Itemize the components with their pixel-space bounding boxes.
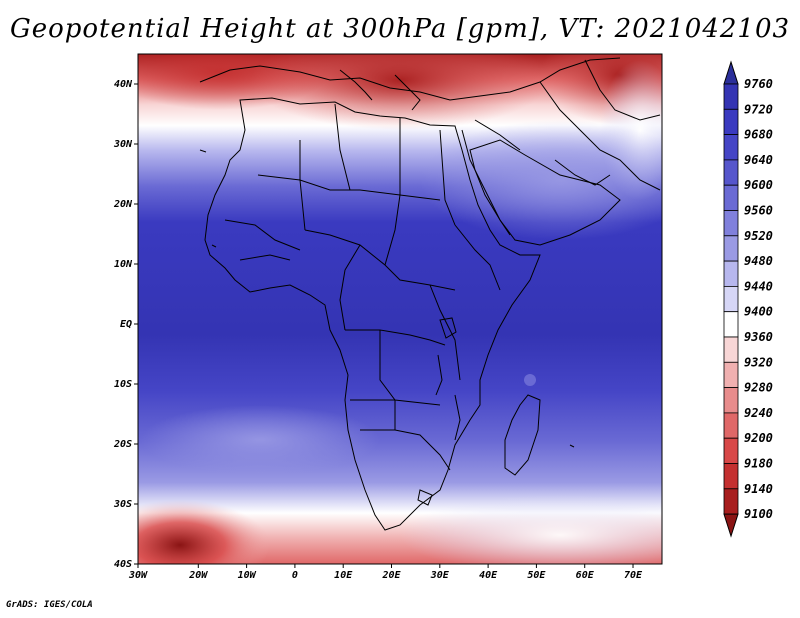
colorbar-level-label: 9360: [744, 330, 773, 344]
colorbar-level-label: 9640: [744, 153, 773, 167]
plot-frame: [137, 53, 663, 565]
colorbar-segment: [723, 285, 739, 313]
x-tick-label: 30W: [128, 570, 148, 581]
colorbar-segment: [723, 336, 739, 363]
y-tick-label: 10S: [114, 379, 132, 390]
colorbar-level-label: 9480: [744, 254, 773, 268]
colorbar-segment: [723, 83, 739, 110]
colorbar-segment: [723, 108, 739, 136]
colorbar-level-label: 9760: [744, 77, 773, 91]
colorbar: 9760 9720 9680 9640 9600 9560 9520 9480 9440 9400…: [723, 60, 773, 538]
colorbar-level-label: 9100: [744, 507, 773, 521]
colorbar-top-arrow: [723, 60, 739, 85]
y-tick-label: EQ: [120, 319, 132, 330]
colorbar-segment: [723, 463, 739, 490]
colorbar-segment: [723, 134, 739, 161]
x-tick-label: 60E: [576, 570, 595, 581]
x-tick-label: 10W: [238, 570, 257, 581]
colorbar-level-label: 9320: [744, 355, 773, 369]
colorbar-segment: [723, 412, 739, 439]
coastlines: [199, 57, 661, 531]
colorbar-segment: [723, 488, 739, 515]
colorbar-segment: [723, 184, 739, 211]
y-tick-label: 30S: [113, 499, 132, 510]
x-tick-label: 20W: [188, 570, 208, 581]
colorbar-level-label: 9720: [744, 102, 773, 116]
y-tick-label: 30N: [113, 139, 133, 150]
colorbar-level-label: 9400: [744, 305, 773, 319]
colorbar-segment: [723, 235, 739, 262]
colorbar-level-label: 9600: [744, 178, 773, 192]
y-tick-label: 40N: [114, 79, 133, 90]
y-tick-label: 20N: [113, 199, 133, 210]
colorbar-level-label: 9200: [744, 431, 773, 445]
colorbar-segment: [723, 260, 739, 287]
height-field: [138, 54, 662, 564]
colorbar-level-label: 9520: [744, 229, 773, 243]
colorbar-segment: [723, 361, 739, 388]
y-axis: 40N 30N 20N 10N EQ 10S 20S 30S 40S: [113, 79, 138, 570]
colorbar-segment: [723, 437, 739, 464]
colorbar-level-label: 9680: [744, 128, 773, 142]
colorbar-segment: [723, 311, 739, 338]
map-title: Geopotential Height at 300hPa [gpm], VT:…: [9, 14, 791, 44]
x-axis: 30W 20W 10W 0 10E 20E 30E 40E 50E 60E 70E: [128, 564, 643, 581]
colorbar-segment: [723, 210, 739, 237]
x-tick-label: 50E: [527, 570, 546, 581]
y-tick-label: 20S: [113, 439, 132, 450]
y-tick-label: 10N: [114, 259, 133, 270]
x-tick-label: 0: [292, 570, 298, 581]
colorbar-level-label: 9440: [744, 279, 773, 293]
colorbar-level-label: 9140: [744, 482, 773, 496]
x-tick-label: 10E: [334, 570, 353, 581]
colorbar-segment: [723, 159, 739, 186]
x-tick-label: 30E: [430, 570, 450, 581]
x-tick-label: 20E: [381, 570, 401, 581]
colorbar-bottom-arrow: [723, 513, 739, 538]
colorbar-level-label: 9280: [744, 381, 773, 395]
colorbar-segment: [723, 387, 739, 414]
x-tick-label: 40E: [479, 570, 498, 581]
x-tick-label: 70E: [624, 570, 643, 581]
colorbar-level-label: 9240: [744, 406, 773, 420]
colorbar-level-label: 9180: [744, 457, 773, 471]
colorbar-level-label: 9560: [744, 204, 773, 218]
y-tick-label: 40S: [114, 559, 132, 570]
grads-credit: GrADS: IGES/COLA: [6, 600, 93, 610]
